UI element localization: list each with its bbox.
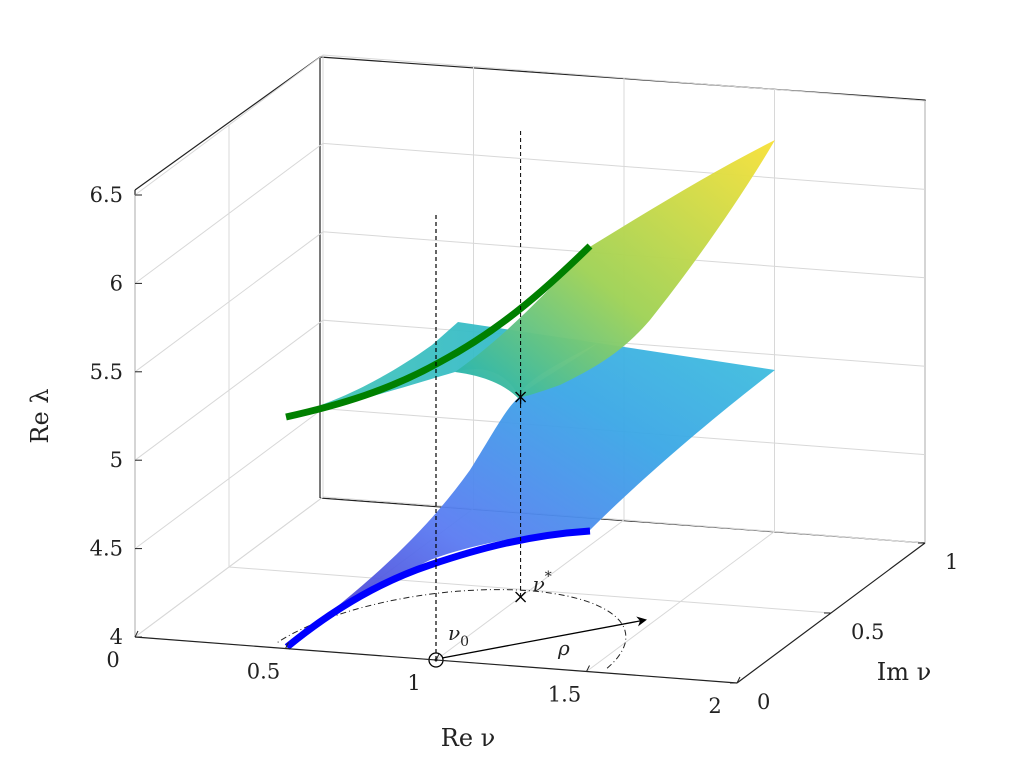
upper-right-sheet: [455, 140, 775, 398]
x-tick-mark: [134, 630, 139, 638]
nustar-marker: [515, 591, 527, 603]
grid-line-x: [736, 101, 926, 684]
rho-arrow: [441, 616, 647, 659]
y-tick-label: 1: [945, 550, 958, 574]
rho-circle: [276, 589, 627, 669]
z-axis-label: Re λ: [26, 388, 54, 443]
z-tick-label: 6.5: [90, 183, 123, 207]
y-axis-label: Im ν: [877, 658, 931, 686]
z-tick-label: 4.5: [90, 537, 123, 561]
blue-branch-curve: [284, 527, 591, 650]
x-tick-mark: [586, 665, 590, 672]
green-branch-curve: [285, 243, 593, 421]
nustar-label: ν*: [533, 569, 552, 596]
grid-line-z: [134, 142, 926, 284]
x-tick-label: 0: [106, 648, 119, 672]
x-tick-mark: [285, 642, 289, 649]
grid-line-z: [134, 231, 926, 373]
x-tick-label: 1.5: [548, 683, 581, 707]
x-tick-label: 2: [708, 694, 721, 718]
y-tick-label: 0: [757, 690, 770, 714]
z-tick-label: 5.5: [90, 360, 123, 384]
z-tick-label: 6: [110, 271, 123, 295]
x-tick-mark: [435, 653, 440, 661]
tick-marks: 4 4.5 5 5.5 6 6.5 0 0.5 1 1.5 2 0 0.5 1: [90, 183, 959, 718]
z-tick-label: 4: [110, 625, 123, 649]
nu0-label: ν0: [448, 621, 469, 650]
surface-sheets: [288, 140, 775, 645]
rho-circle-arc: [276, 589, 627, 669]
z-tick-label: 5: [110, 448, 123, 472]
x-tick-label: 0.5: [247, 660, 280, 684]
x-tick-mark: [736, 676, 741, 684]
x-tick-label: 1: [407, 671, 420, 695]
x-axis-label: Re ν: [441, 724, 496, 752]
y-tick-label: 0.5: [851, 620, 884, 644]
branch-curves: [284, 243, 593, 650]
grid-line-z: [134, 319, 926, 461]
grid-line-z: [134, 54, 926, 196]
grid-line-z: [134, 496, 926, 638]
rho-label: ρ: [557, 636, 570, 660]
